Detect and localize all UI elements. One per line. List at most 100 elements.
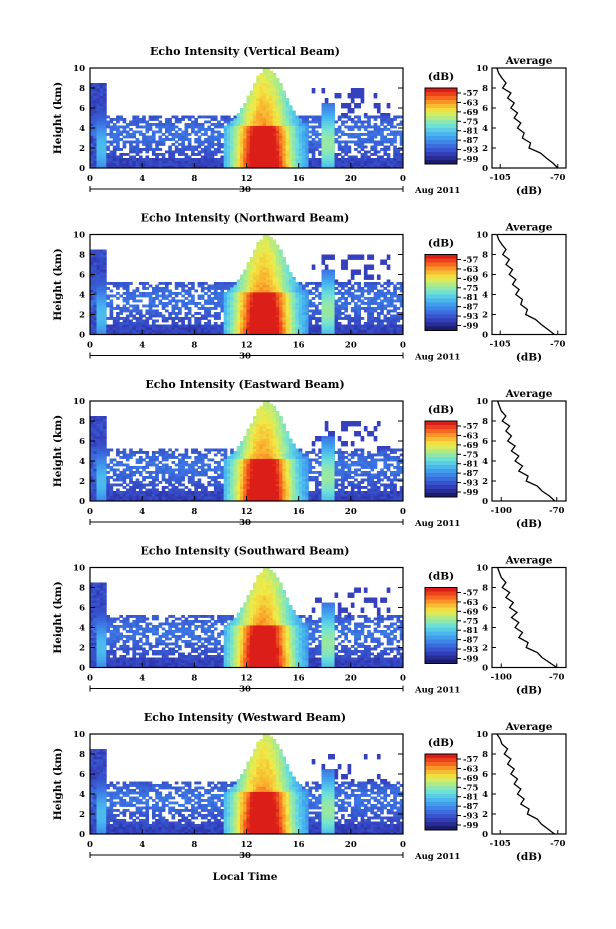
heatmap-cell bbox=[386, 158, 391, 161]
heatmap-cell bbox=[321, 145, 326, 149]
heatmap-cell bbox=[282, 329, 287, 333]
heatmap-cell bbox=[106, 471, 110, 474]
colorbar-tick-label: -99 bbox=[463, 155, 478, 165]
heatmap-cell bbox=[207, 145, 212, 149]
heatmap-cell bbox=[246, 262, 251, 265]
heatmap-cell bbox=[288, 110, 293, 114]
heatmap-cell bbox=[350, 140, 355, 144]
heatmap-cell bbox=[210, 158, 215, 161]
heatmap-cell bbox=[184, 115, 189, 119]
heatmap-cell bbox=[337, 292, 342, 295]
heatmap-cell bbox=[213, 143, 218, 146]
heatmap-cell bbox=[347, 163, 352, 166]
heatmap-cell bbox=[197, 319, 202, 323]
heatmap-cell bbox=[233, 319, 238, 323]
heatmap-cell bbox=[321, 138, 326, 141]
heatmap-cell bbox=[298, 135, 303, 139]
heatmap-cell bbox=[187, 322, 192, 325]
heatmap-cell bbox=[311, 120, 316, 124]
heatmap-cell bbox=[93, 446, 97, 449]
heatmap-cell bbox=[103, 125, 107, 129]
heatmap-cell bbox=[288, 150, 293, 154]
heatmap-cell bbox=[90, 95, 94, 99]
heatmap-cell bbox=[236, 471, 241, 474]
heatmap-cell bbox=[178, 319, 182, 323]
heatmap-cell bbox=[253, 254, 257, 258]
heatmap-cell bbox=[151, 163, 156, 166]
heatmap-cell bbox=[249, 292, 254, 295]
heatmap-cell bbox=[331, 324, 335, 328]
heatmap-cell bbox=[187, 312, 192, 315]
heatmap-cell bbox=[301, 143, 306, 146]
heatmap-cell bbox=[207, 150, 212, 154]
profile-y-tick-label: 2 bbox=[482, 144, 488, 154]
heatmap-cell bbox=[373, 160, 378, 164]
heatmap-cell bbox=[341, 262, 345, 265]
heatmap-cell bbox=[181, 473, 185, 477]
heatmap-cell bbox=[181, 133, 185, 136]
heatmap-cell bbox=[370, 297, 375, 300]
colorbar-band bbox=[425, 140, 457, 145]
heatmap-cell bbox=[308, 125, 313, 129]
heatmap-cell bbox=[301, 135, 306, 139]
heatmap-cell bbox=[253, 128, 257, 131]
heatmap-cell bbox=[129, 163, 133, 166]
heatmap-cell bbox=[285, 267, 290, 270]
heatmap-cell bbox=[269, 158, 273, 161]
heatmap-cell bbox=[90, 456, 94, 459]
heatmap-cell bbox=[151, 453, 156, 457]
heatmap-cell bbox=[135, 123, 140, 126]
heatmap-cell bbox=[279, 85, 283, 89]
heatmap-cell bbox=[93, 441, 97, 444]
heatmap-cell bbox=[347, 327, 352, 330]
heatmap-cell bbox=[187, 163, 192, 166]
heatmap-cell bbox=[103, 478, 107, 482]
heatmap-cell bbox=[109, 133, 114, 136]
heatmap-cell bbox=[93, 133, 97, 136]
y-axis-label: Height (km) bbox=[52, 82, 64, 154]
heatmap-cell bbox=[269, 289, 273, 293]
heatmap-cell bbox=[360, 163, 365, 166]
colorbar-tick-label: -63 bbox=[463, 265, 478, 275]
heatmap-cell bbox=[249, 118, 254, 121]
heatmap-cell bbox=[357, 143, 362, 146]
heatmap-cell bbox=[151, 140, 156, 144]
heatmap-cell bbox=[142, 158, 146, 161]
heatmap-cell bbox=[288, 274, 293, 278]
heatmap-cell bbox=[148, 158, 153, 161]
heatmap-cell bbox=[243, 133, 247, 136]
heatmap-cell bbox=[96, 473, 101, 477]
heatmap-cell bbox=[213, 488, 218, 492]
heatmap-cell bbox=[331, 125, 335, 129]
heatmap-cell bbox=[103, 249, 107, 253]
heatmap-cell bbox=[164, 324, 169, 328]
heatmap-cell bbox=[96, 257, 101, 260]
heatmap-cell bbox=[187, 299, 192, 303]
heatmap-cell bbox=[279, 95, 283, 99]
heatmap-cell bbox=[243, 297, 247, 300]
heatmap-cell bbox=[135, 312, 140, 315]
heatmap-cell bbox=[266, 153, 270, 156]
heatmap-cell bbox=[282, 133, 287, 136]
heatmap-cell bbox=[197, 329, 202, 333]
heatmap-cell bbox=[217, 483, 221, 487]
heatmap-cell bbox=[200, 314, 205, 318]
heatmap-cell bbox=[96, 158, 101, 161]
heatmap-cell bbox=[138, 319, 143, 323]
heatmap-cell bbox=[256, 133, 260, 136]
heatmap-cell bbox=[253, 138, 257, 141]
heatmap-cell bbox=[363, 145, 368, 149]
heatmap-cell bbox=[96, 466, 101, 469]
heatmap-cell bbox=[122, 143, 127, 146]
heatmap-cell bbox=[266, 254, 270, 258]
heatmap-cell bbox=[223, 471, 228, 474]
heatmap-cell bbox=[236, 496, 241, 499]
heatmap-cell bbox=[288, 145, 293, 149]
heatmap-cell bbox=[305, 284, 309, 288]
heatmap-cell bbox=[324, 138, 329, 141]
heatmap-cell bbox=[341, 150, 345, 154]
heatmap-cell bbox=[308, 317, 313, 320]
heatmap-cell bbox=[226, 294, 231, 298]
heatmap-cell bbox=[90, 332, 94, 335]
heatmap-cell bbox=[96, 491, 101, 494]
